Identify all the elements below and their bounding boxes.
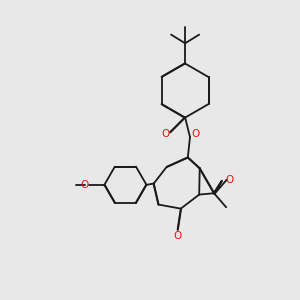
Text: O: O xyxy=(173,232,182,242)
Text: O: O xyxy=(192,129,200,139)
Text: O: O xyxy=(161,129,169,139)
Text: O: O xyxy=(80,180,89,190)
Text: O: O xyxy=(226,175,234,185)
